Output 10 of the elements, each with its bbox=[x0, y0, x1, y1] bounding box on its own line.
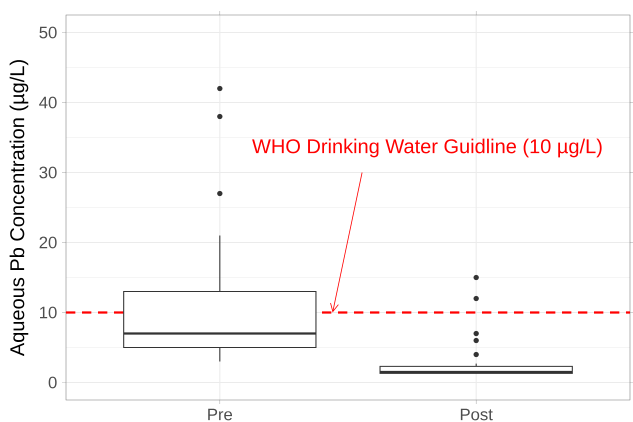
y-tick-label: 30 bbox=[39, 166, 57, 178]
x-tick-label: Post bbox=[460, 408, 493, 420]
x-tick-label: Pre bbox=[208, 408, 232, 420]
ref-line-label: WHO Drinking Water Guidline (10 µg/L) bbox=[252, 138, 602, 158]
y-axis-title: Aqueous Pb Concentration (µg/L) bbox=[10, 60, 28, 356]
y-tick-label: 40 bbox=[39, 96, 57, 108]
y-tick-label: 20 bbox=[40, 236, 57, 248]
y-tick-label: 10 bbox=[40, 306, 57, 318]
y-tick-label: 0 bbox=[48, 376, 57, 388]
y-tick-label: 50 bbox=[39, 26, 57, 38]
